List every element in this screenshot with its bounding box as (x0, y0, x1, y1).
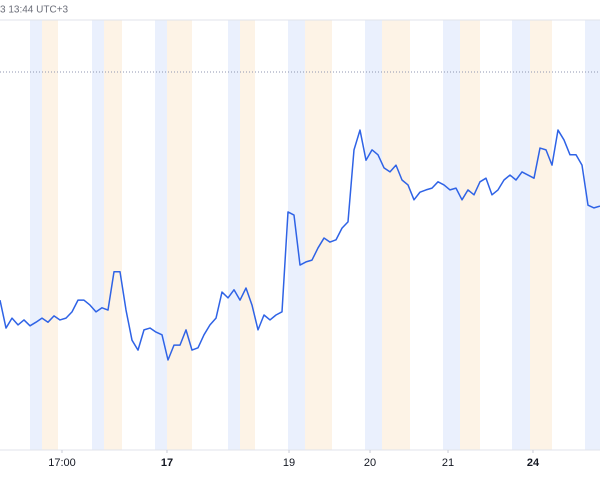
session-bands (30, 20, 600, 450)
header-time: 3 13:44 UTC+3 (0, 5, 69, 16)
x-tick-label: 17 (161, 457, 173, 469)
x-tick-label: 17:00 (48, 457, 76, 469)
x-tick-label: 21 (442, 457, 454, 469)
x-tick-label: 24 (527, 457, 540, 469)
x-tick-label: 20 (364, 457, 376, 469)
x-tick-label: 19 (283, 457, 295, 469)
price-line (0, 129, 600, 361)
